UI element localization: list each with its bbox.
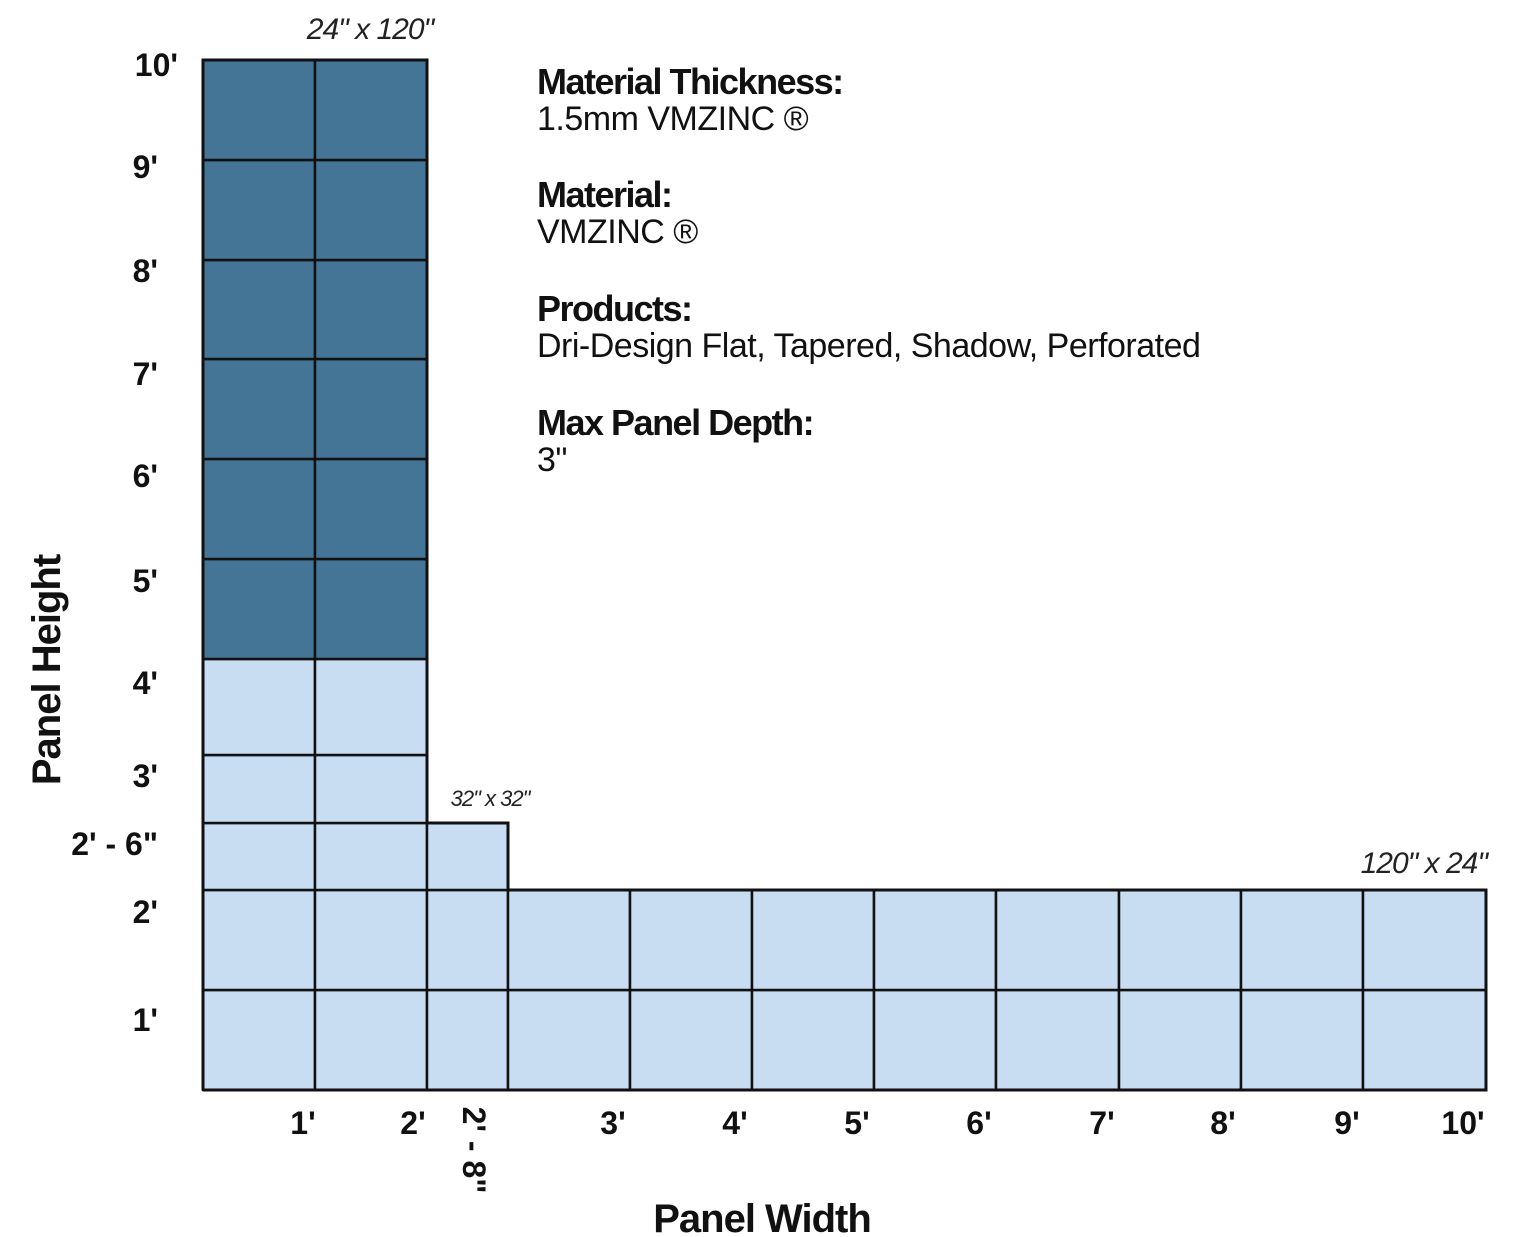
y-tick-7ft: 7' (133, 356, 158, 392)
wide-panel-size-label: 120" x 24" (1361, 847, 1490, 880)
panel-cell-dark (201, 58, 317, 162)
panel-cell (313, 657, 429, 757)
panel-cell (425, 988, 510, 1092)
spec-products-label: Products: (537, 288, 693, 329)
panel-cell (425, 888, 510, 992)
x-axis-ticks: 1' 2' 2' - 8" 3' 4' 5' 6' 7' 8' 9' 10' (290, 1105, 1484, 1193)
panel-cell (201, 888, 317, 992)
x-tick-6ft: 6' (966, 1105, 991, 1141)
x-tick-2ft-8in: 2' - 8" (456, 1107, 492, 1194)
panel-cell (313, 988, 429, 1092)
y-tick-8ft: 8' (133, 253, 158, 289)
x-tick-4ft: 4' (722, 1105, 747, 1141)
spec-thickness-label: Material Thickness: (537, 61, 844, 102)
panel-cell (872, 988, 998, 1092)
panel-cell (201, 657, 317, 757)
panel-cell (750, 888, 876, 992)
spec-depth: Max Panel Depth: 3" (537, 402, 815, 479)
panel-cell-dark (313, 457, 429, 561)
spec-products: Products: Dri-Design Flat, Tapered, Shad… (537, 288, 1201, 365)
x-tick-9ft: 9' (1334, 1105, 1359, 1141)
x-tick-7ft: 7' (1089, 1105, 1114, 1141)
panel-cell (313, 753, 429, 825)
y-tick-9ft: 9' (133, 149, 158, 185)
panel-cell (201, 821, 317, 892)
y-tick-6ft: 6' (133, 458, 158, 494)
tall-panel-size-label: 24" x 120" (306, 13, 436, 46)
spec-material-label: Material: (537, 174, 673, 215)
panel-cell-dark (313, 557, 429, 661)
panel-cell-dark (313, 357, 429, 461)
y-tick-10ft: 10' (135, 47, 178, 83)
x-tick-5ft: 5' (844, 1105, 869, 1141)
panel-cell (201, 753, 317, 825)
panel-outline-path (201, 58, 1488, 1092)
panel-grid (201, 58, 1488, 1092)
y-axis-ticks: 1' 2' 2' - 6" 3' 4' 5' 6' 7' 8' 9' 10' (71, 47, 178, 1038)
panel-cell (994, 988, 1121, 1092)
panel-cell (313, 821, 429, 892)
spec-material-value: VMZINC ® (537, 213, 698, 251)
panel-cell (1361, 988, 1488, 1092)
panel-outline (201, 58, 1488, 1092)
panel-cell (1117, 888, 1243, 992)
panel-cell (1361, 888, 1488, 992)
spec-material: Material: VMZINC ® (537, 174, 698, 251)
panel-cell (313, 888, 429, 992)
panel-cell-dark (313, 158, 429, 262)
panel-cell-dark (313, 258, 429, 361)
panel-cell-dark (201, 457, 317, 561)
panel-cell (506, 888, 632, 992)
panel-cell-dark (313, 58, 429, 162)
panel-cell (201, 988, 317, 1092)
spec-depth-value: 3" (537, 441, 567, 479)
panel-cell (628, 988, 754, 1092)
y-tick-2ft-6in: 2' - 6" (71, 826, 158, 862)
panel-cell-dark (201, 357, 317, 461)
x-tick-10ft: 10' (1441, 1105, 1484, 1141)
x-tick-1ft: 1' (290, 1105, 315, 1141)
y-tick-2ft: 2' (133, 894, 158, 930)
spec-depth-label: Max Panel Depth: (537, 402, 815, 443)
y-axis-label: Panel Height (25, 554, 69, 785)
y-tick-5ft: 5' (133, 563, 158, 599)
panel-cell-dark (201, 158, 317, 262)
panel-cell-dark (201, 557, 317, 661)
panel-cell (1117, 988, 1243, 1092)
panel-cell (750, 988, 876, 1092)
panel-cell (994, 888, 1121, 992)
y-tick-4ft: 4' (133, 665, 158, 701)
x-tick-2ft: 2' (400, 1105, 425, 1141)
x-axis-label: Panel Width (653, 1197, 871, 1237)
y-tick-1ft: 1' (133, 1002, 158, 1038)
panel-cell (1239, 888, 1365, 992)
panel-cell-dark (201, 258, 317, 361)
x-tick-3ft: 3' (600, 1105, 625, 1141)
spec-products-value: Dri-Design Flat, Tapered, Shadow, Perfor… (537, 327, 1201, 365)
spec-thickness-value: 1.5mm VMZINC ® (537, 100, 809, 138)
y-tick-3ft: 3' (133, 758, 158, 794)
square-panel-size-label: 32" x 32" (451, 786, 532, 811)
panel-cell (1239, 988, 1365, 1092)
panel-cell (628, 888, 754, 992)
x-tick-8ft: 8' (1210, 1105, 1235, 1141)
panel-cell (506, 988, 632, 1092)
panel-cell-square (425, 821, 510, 892)
panel-cell (872, 888, 998, 992)
spec-thickness: Material Thickness: 1.5mm VMZINC ® (537, 61, 844, 138)
